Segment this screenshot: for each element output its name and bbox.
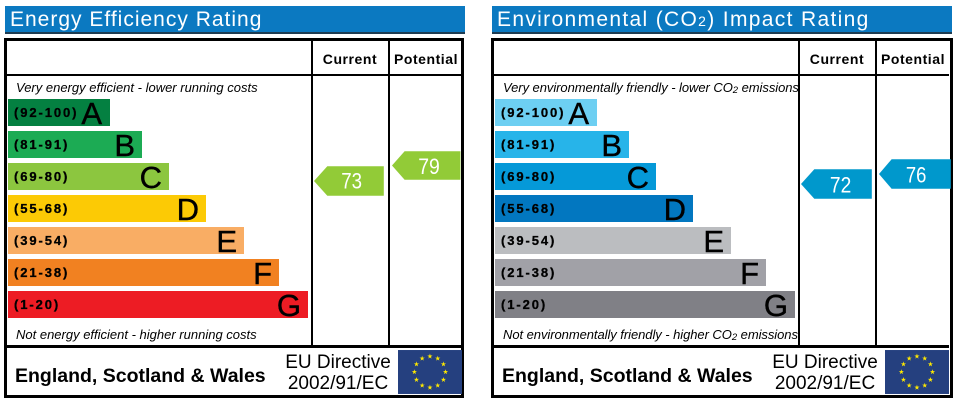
svg-text:73: 73 — [341, 168, 362, 193]
svg-text:79: 79 — [418, 154, 440, 179]
svg-text:72: 72 — [830, 172, 851, 197]
svg-text:76: 76 — [905, 162, 926, 187]
